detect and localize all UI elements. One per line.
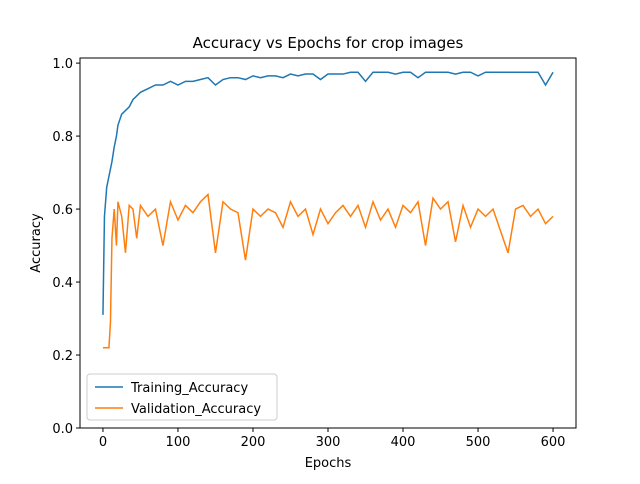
- data-line: [102, 71, 554, 315]
- y-axis-label: Accuracy: [29, 213, 44, 273]
- x-tick-label: 100: [166, 435, 191, 450]
- y-tick-label: 0.4: [52, 276, 73, 291]
- x-tick-label: 500: [466, 435, 491, 450]
- x-tick-label: 400: [391, 435, 416, 450]
- x-tick-label: 600: [541, 435, 566, 450]
- x-tick-label: 300: [316, 435, 341, 450]
- y-tick-label: 0.2: [52, 349, 73, 364]
- y-tick-label: 0.8: [52, 130, 73, 145]
- y-tick-label: 1.0: [52, 57, 73, 72]
- legend-label: Validation_Accuracy: [131, 402, 261, 417]
- x-axis-label: Epochs: [305, 456, 352, 471]
- plot-frame: [79, 57, 577, 429]
- data-line: [102, 192, 554, 349]
- legend-box: [86, 373, 278, 421]
- y-tick-label: 0.0: [52, 422, 73, 437]
- chart-title: Accuracy vs Epochs for crop images: [193, 34, 464, 52]
- legend-label: Training_Accuracy: [130, 381, 248, 396]
- x-tick-label: 0: [99, 435, 107, 450]
- y-tick-label: 0.6: [52, 203, 73, 218]
- x-tick-label: 200: [241, 435, 266, 450]
